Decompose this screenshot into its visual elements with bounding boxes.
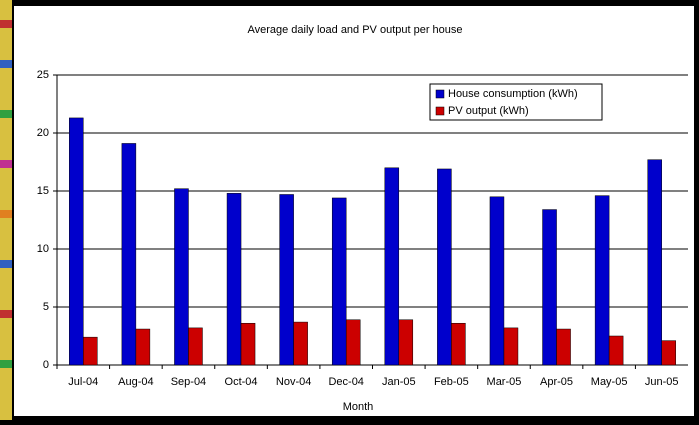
bar bbox=[503, 327, 519, 366]
decorative-edge bbox=[0, 0, 12, 420]
bar bbox=[542, 209, 557, 366]
bar bbox=[83, 336, 98, 366]
x-tick-label: Jun-05 bbox=[645, 376, 679, 388]
bar bbox=[661, 340, 676, 366]
x-tick-label: Aug-04 bbox=[118, 376, 153, 388]
legend-box bbox=[429, 83, 603, 121]
bar bbox=[489, 196, 505, 366]
x-tick-label: Jan-05 bbox=[382, 376, 416, 388]
x-tick-label: May-05 bbox=[591, 376, 628, 388]
bar bbox=[345, 319, 361, 366]
legend-swatch bbox=[435, 106, 445, 116]
y-tick-label: 10 bbox=[37, 243, 49, 255]
bar bbox=[174, 188, 189, 366]
bar bbox=[121, 143, 137, 366]
legend-swatch bbox=[435, 89, 445, 99]
bar bbox=[556, 328, 571, 366]
bar bbox=[398, 319, 414, 366]
x-tick-label: Dec-04 bbox=[328, 376, 363, 388]
y-tick-label: 5 bbox=[43, 301, 49, 313]
y-tick-label: 20 bbox=[37, 127, 49, 139]
bar bbox=[647, 159, 662, 366]
bar bbox=[240, 322, 256, 366]
x-tick-label: Oct-04 bbox=[225, 376, 258, 388]
legend-label: House consumption (kWh) bbox=[448, 88, 578, 100]
bar bbox=[594, 195, 610, 366]
bar bbox=[293, 321, 308, 366]
y-tick-label: 0 bbox=[43, 359, 49, 371]
x-tick-label: Apr-05 bbox=[540, 376, 573, 388]
bar bbox=[135, 328, 151, 366]
bar bbox=[331, 197, 347, 366]
x-tick-label: Jul-04 bbox=[68, 376, 98, 388]
bar bbox=[279, 194, 294, 366]
legend-label: PV output (kWh) bbox=[448, 105, 529, 117]
bar bbox=[384, 167, 400, 366]
x-tick-label: Feb-05 bbox=[434, 376, 469, 388]
x-tick-label: Sep-04 bbox=[171, 376, 206, 388]
x-tick-label: Mar-05 bbox=[487, 376, 522, 388]
bar bbox=[69, 117, 84, 366]
bar bbox=[188, 327, 203, 366]
bar bbox=[451, 322, 466, 366]
y-tick-label: 25 bbox=[37, 69, 49, 81]
x-tick-label: Nov-04 bbox=[276, 376, 311, 388]
bar bbox=[608, 335, 624, 366]
y-tick-label: 15 bbox=[37, 185, 49, 197]
bar bbox=[226, 193, 242, 366]
chart-title: Average daily load and PV output per hou… bbox=[247, 24, 462, 36]
bar bbox=[437, 168, 452, 366]
x-axis-label: Month bbox=[343, 401, 374, 413]
